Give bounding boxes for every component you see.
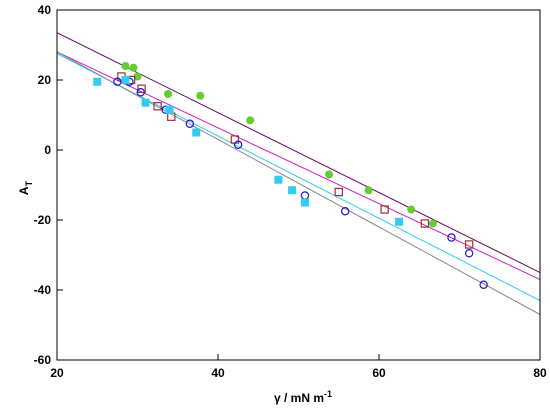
data-point-open-square [380, 205, 389, 214]
y-tick-label: -20 [34, 213, 52, 227]
y-tick-label: -40 [34, 283, 52, 297]
y-tick-label: -60 [34, 353, 52, 367]
data-point-filled-square [192, 128, 201, 137]
x-axis-label-superscript: -1 [324, 389, 332, 399]
data-point-open-square [137, 84, 146, 93]
fit-line [57, 51, 540, 280]
data-point-filled-circle [121, 62, 130, 70]
y-tick-label: 20 [38, 73, 52, 87]
data-point-open-square [334, 187, 343, 197]
data-point-filled-circle [196, 91, 205, 100]
data-point-filled-circle [133, 72, 142, 81]
data-point-open-square [420, 219, 430, 228]
data-point-filled-circle [129, 63, 138, 72]
data-point-filled-circle [364, 186, 373, 195]
data-point-open-circle [233, 140, 243, 149]
data-point-filled-square [300, 198, 309, 207]
data-point-open-circle [464, 249, 474, 258]
fit-lines [57, 32, 540, 315]
data-point-open-square [464, 240, 474, 249]
x-axis-label-text: γ / mN m [274, 391, 324, 405]
data-point-open-square [153, 102, 162, 111]
data-point-open-circle [340, 207, 350, 216]
fit-line [57, 32, 540, 273]
data-point-filled-square [288, 186, 297, 195]
data-point-filled-circle [428, 219, 437, 228]
data-point-filled-circle [246, 116, 255, 125]
y-tick-label: 40 [38, 3, 52, 17]
plot-frame [56, 9, 541, 361]
y-axis-label-text: A [17, 186, 31, 195]
data-point-open-circle [185, 119, 195, 128]
data-point-open-circle [447, 233, 456, 242]
data-point-filled-square [395, 217, 404, 226]
x-tick-label: 20 [50, 366, 64, 380]
data-point-filled-square [165, 105, 174, 114]
data-point-filled-square [141, 98, 150, 107]
data-point-open-circle [300, 191, 310, 200]
data-point-open-circle [479, 280, 488, 289]
data-point-filled-circle [164, 90, 173, 98]
data-point-filled-square [93, 77, 102, 86]
data-point-open-circle [136, 88, 145, 97]
data-markers [93, 62, 488, 289]
data-point-filled-square [121, 76, 130, 84]
y-tick-label: 0 [44, 143, 51, 157]
data-point-filled-circle [407, 205, 416, 214]
y-axis-label-subscript: T [24, 180, 34, 186]
x-tick-label: 40 [211, 366, 225, 380]
data-point-filled-square [274, 175, 283, 184]
data-point-filled-circle [325, 170, 334, 179]
x-tick-label: 60 [372, 366, 386, 380]
x-tick-label: 80 [533, 366, 547, 380]
y-axis-label: AT [17, 180, 34, 195]
fit-line [57, 51, 540, 315]
x-axis-label: γ / mN m-1 [274, 389, 332, 405]
fit-line [57, 53, 540, 301]
axis-ticks: 20 40 60 80 40 20 0 -20 -40 -60 [34, 3, 547, 380]
data-point-open-circle [113, 77, 122, 86]
